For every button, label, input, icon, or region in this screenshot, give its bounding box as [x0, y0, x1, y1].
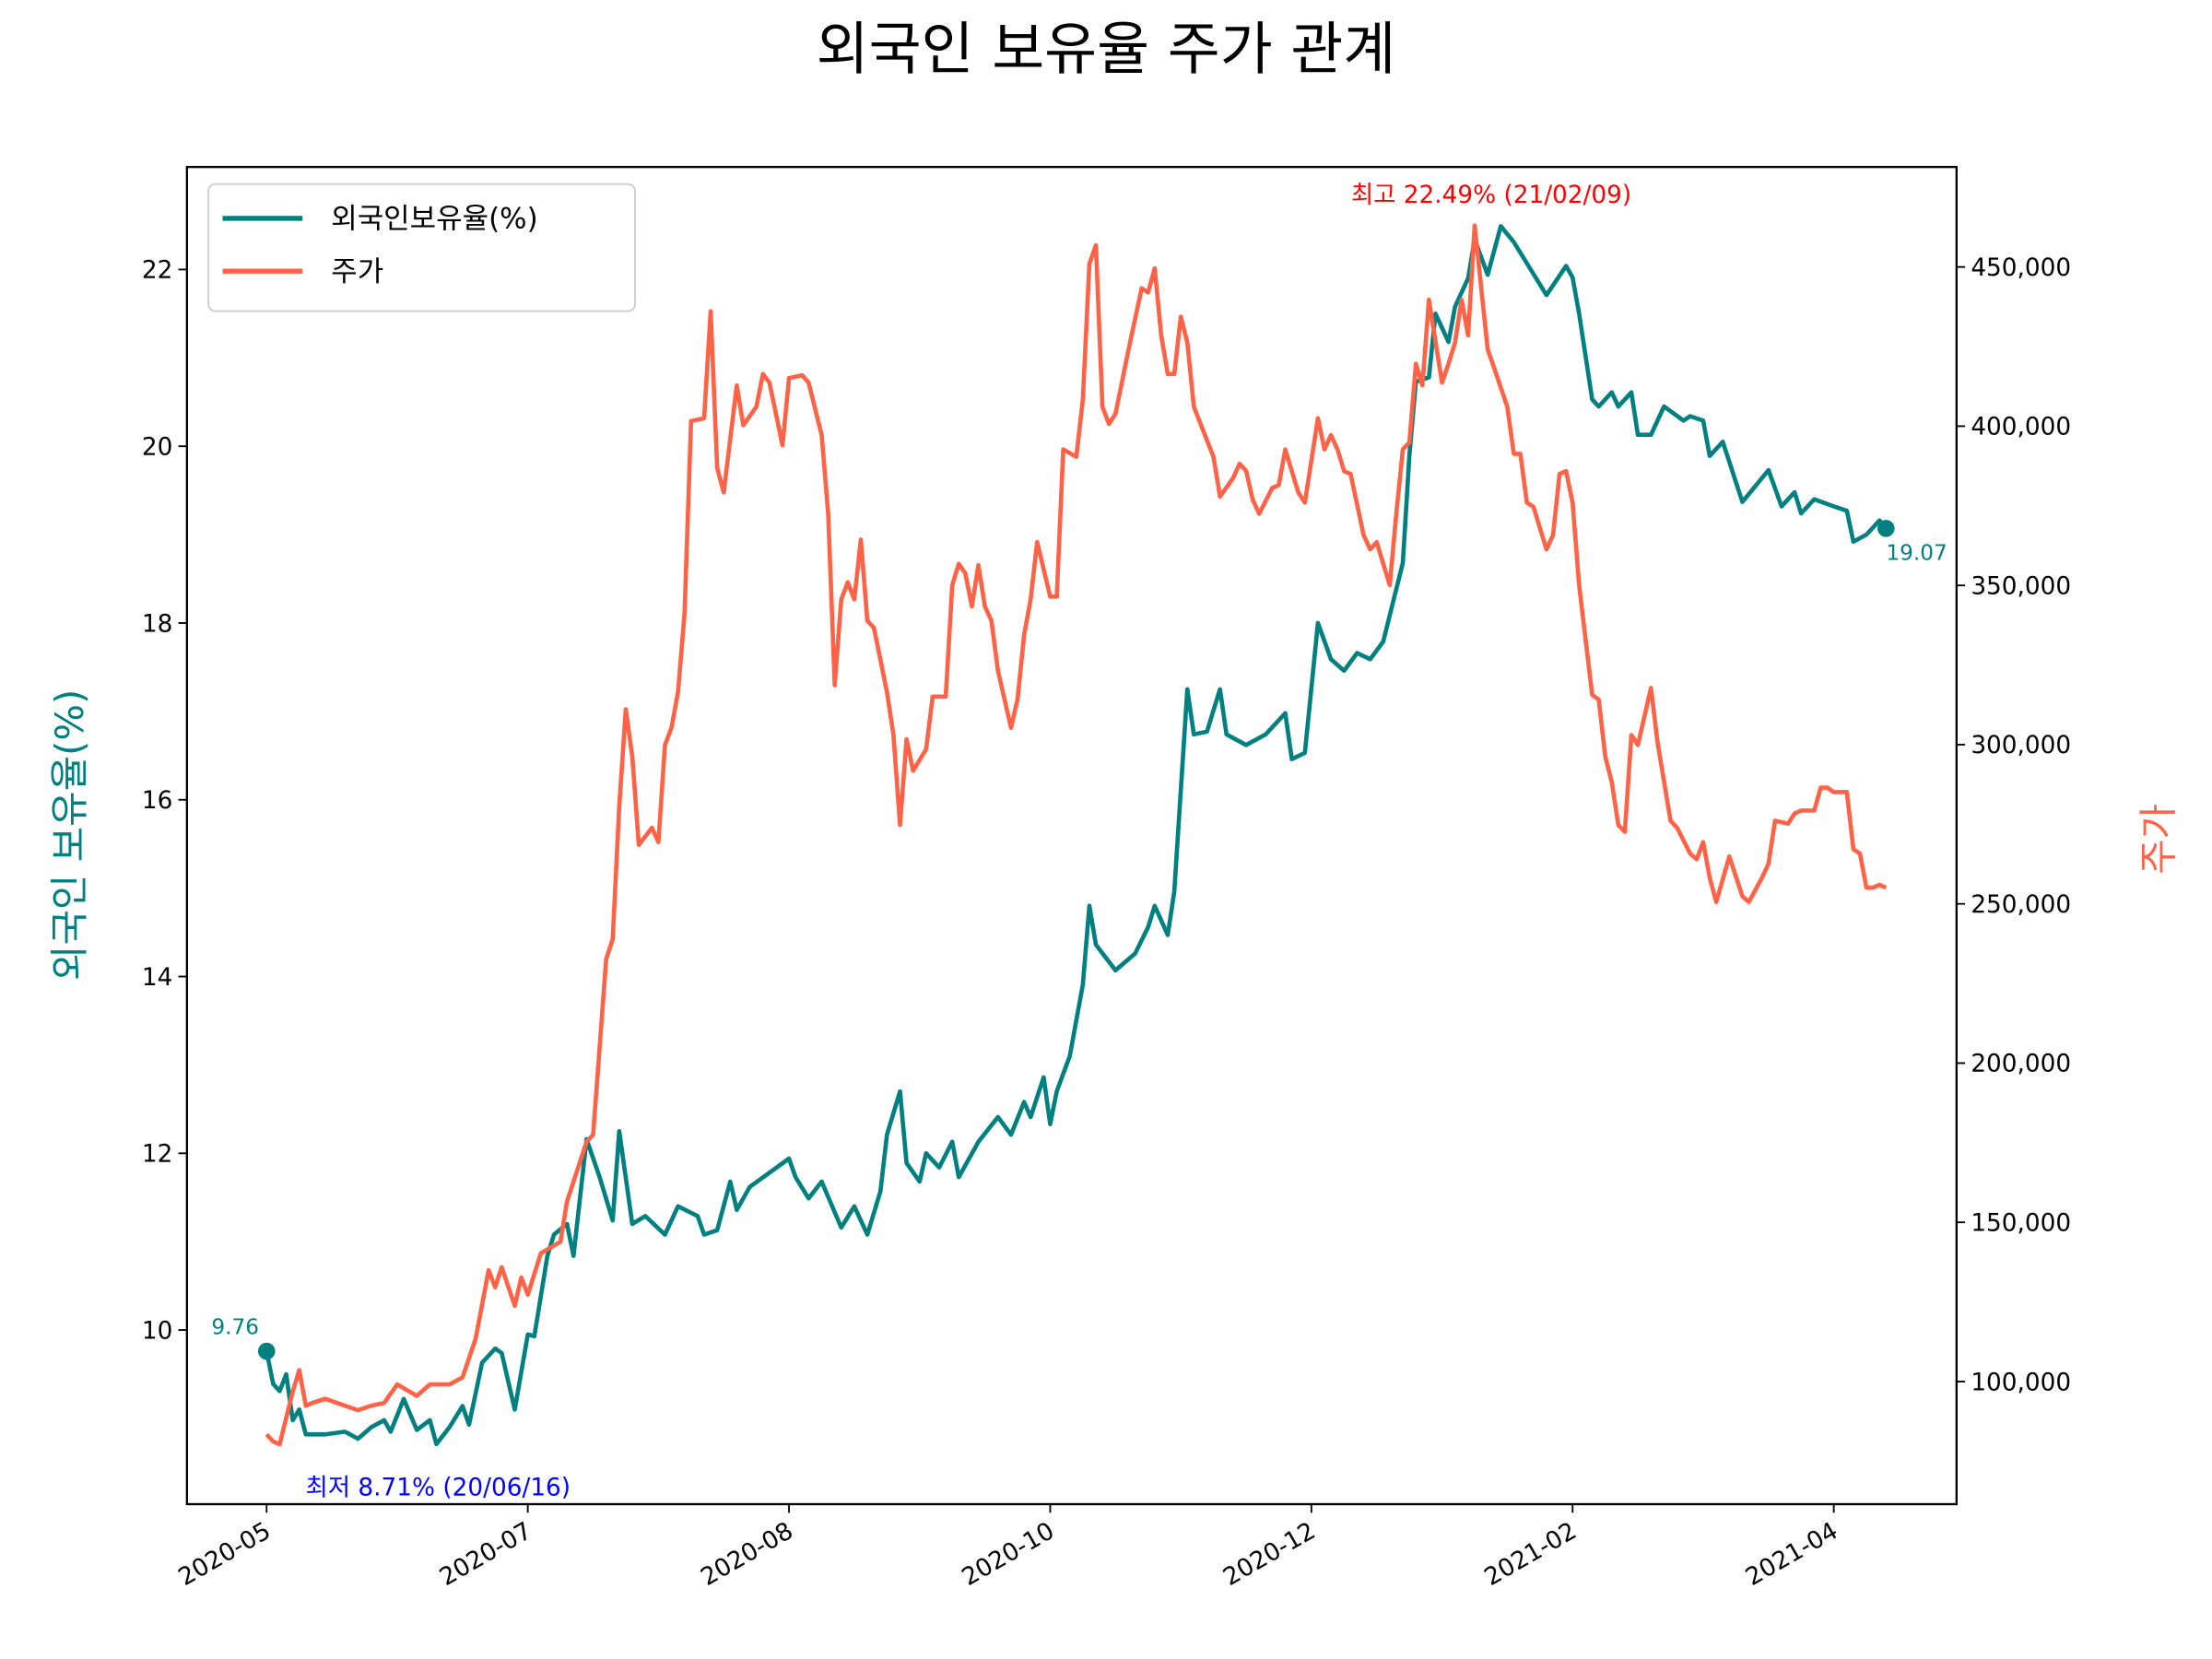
y-axis-label: 외국인 보유율(%): [47, 689, 92, 981]
y-tick-label: 22: [142, 257, 172, 285]
legend-label: 주가: [331, 255, 383, 288]
legend-box: [207, 182, 636, 312]
y2-tick-label: 350,000: [1971, 572, 2071, 600]
min-annotation: 최저 8.71% (20/06/16): [306, 1475, 571, 1502]
endpoint-marker: [257, 1342, 276, 1360]
endpoint-label: 19.07: [1886, 540, 1947, 565]
y-tick-label: 14: [142, 964, 172, 992]
endpoint-label: 9.76: [211, 1315, 259, 1340]
y2-tick-label: 300,000: [1971, 732, 2071, 759]
y-tick-label: 12: [142, 1141, 172, 1169]
y2-tick-label: 450,000: [1971, 254, 2071, 282]
y2-axis-label: 주가: [2136, 804, 2182, 875]
y2-tick-label: 400,000: [1971, 414, 2071, 441]
y-tick-label: 10: [142, 1317, 172, 1345]
y2-tick-label: 100,000: [1971, 1369, 2071, 1396]
plot-frame: [185, 166, 1958, 1506]
chart-title: 외국인 보유율 주가 관계: [817, 16, 1396, 82]
y-tick-label: 16: [142, 787, 172, 815]
series-line: [265, 223, 1888, 1447]
y2-tick-label: 250,000: [1971, 891, 2071, 919]
max-annotation: 최고 22.49% (21/02/09): [1351, 182, 1631, 209]
y2-tick-label: 150,000: [1971, 1210, 2071, 1238]
series-line: [264, 224, 1888, 1447]
y2-tick-label: 200,000: [1971, 1051, 2071, 1078]
legend-label: 외국인보유율(%): [331, 203, 537, 236]
endpoint-marker: [1877, 520, 1895, 537]
y-tick-label: 18: [142, 610, 172, 638]
y-tick-label: 20: [142, 433, 172, 461]
